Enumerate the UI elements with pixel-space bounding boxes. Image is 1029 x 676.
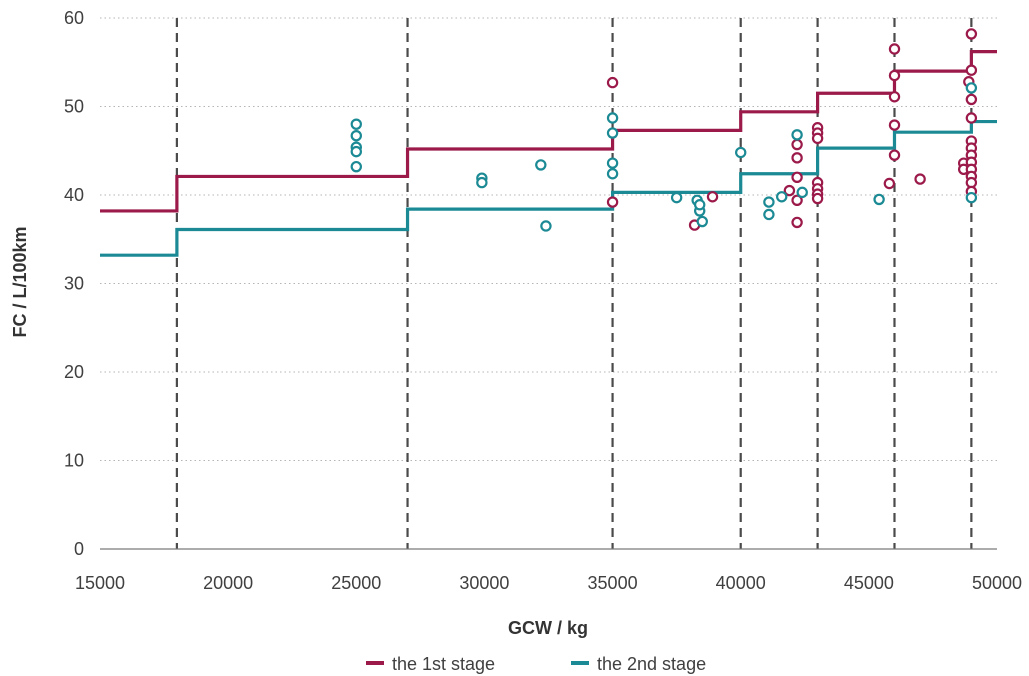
data-point-series-2	[735, 146, 747, 159]
tick-labels: 0 10 20 30 40 50 60 15000 20000 25000 30000 35000 40…	[64, 8, 1022, 593]
y-axis-title: FC / L/100km	[10, 226, 30, 337]
x-tick-label: 40000	[716, 573, 766, 593]
data-point-series-1	[606, 76, 619, 89]
data-point-series-1	[888, 69, 901, 82]
data-point-series-1	[783, 184, 796, 197]
legend-swatch-2nd-stage	[571, 661, 589, 665]
legend-item-2nd-stage: the 2nd stage	[571, 654, 706, 674]
x-tick-label: 20000	[203, 573, 253, 593]
data-point-series-1	[888, 149, 901, 161]
data-point-series-2	[350, 160, 362, 173]
data-point-series-2	[696, 215, 708, 228]
x-tick-label: 25000	[331, 573, 381, 593]
data-point-series-2	[476, 176, 488, 189]
data-point-series-2	[694, 199, 706, 211]
data-point-series-2	[965, 191, 978, 204]
x-tick-label: 50000	[972, 573, 1022, 593]
data-point-series-2	[606, 127, 619, 139]
data-point-series-1	[888, 91, 901, 103]
x-tick-label: 15000	[75, 573, 125, 593]
data-point-series-2	[965, 82, 978, 94]
data-point-series-2	[791, 129, 803, 141]
limit-step-lines	[100, 50, 997, 257]
data-point-series-2	[606, 112, 619, 124]
limit-step-line-1	[100, 50, 997, 213]
data-point-series-1	[888, 43, 901, 55]
data-points	[350, 28, 978, 232]
data-point-series-2	[763, 196, 775, 208]
data-point-series-1	[965, 93, 978, 106]
class-boundary-lines	[175, 18, 973, 549]
x-axis-title: GCW / kg	[508, 618, 588, 638]
data-point-series-1	[965, 28, 978, 40]
data-point-series-1	[965, 112, 978, 124]
data-point-series-1	[791, 194, 803, 207]
data-point-series-2	[540, 220, 552, 232]
y-tick-label: 60	[64, 8, 84, 28]
x-tick-label: 35000	[588, 573, 638, 593]
data-point-series-1	[888, 119, 901, 131]
y-tick-label: 0	[74, 539, 84, 559]
data-point-series-2	[350, 118, 362, 130]
legend-label-1st-stage: the 1st stage	[392, 654, 495, 674]
data-point-series-2	[776, 191, 788, 203]
y-tick-label: 40	[64, 185, 84, 205]
data-point-series-1	[965, 64, 978, 76]
data-point-series-2	[763, 208, 775, 221]
grid-lines	[100, 17, 997, 461]
x-tick-label: 30000	[459, 573, 509, 593]
y-tick-label: 30	[64, 274, 84, 294]
data-point-series-2	[873, 193, 885, 206]
legend-label-2nd-stage: the 2nd stage	[597, 654, 706, 674]
data-point-series-1	[706, 191, 719, 203]
data-point-series-2	[606, 168, 619, 180]
data-point-series-2	[670, 191, 683, 204]
data-point-series-1	[791, 171, 803, 183]
data-point-series-1	[791, 152, 803, 164]
data-point-series-2	[535, 159, 547, 171]
legend-item-1st-stage: the 1st stage	[366, 654, 495, 674]
x-tick-label: 45000	[844, 573, 894, 593]
data-point-series-2	[350, 145, 362, 158]
y-tick-label: 20	[64, 362, 84, 382]
data-point-series-1	[883, 177, 896, 190]
data-point-series-1	[791, 216, 803, 229]
y-tick-label: 10	[64, 451, 84, 471]
data-point-series-1	[811, 132, 824, 145]
data-point-series-2	[796, 186, 808, 199]
data-point-series-1	[914, 173, 926, 185]
data-point-series-2	[606, 157, 619, 169]
data-point-series-1	[606, 196, 619, 208]
y-tick-label: 50	[64, 97, 84, 117]
data-point-series-1	[791, 138, 803, 151]
legend-swatch-1st-stage	[366, 661, 384, 665]
data-point-series-2	[350, 130, 362, 142]
limit-step-line-2	[100, 119, 997, 257]
legend: the 1st stage the 2nd stage	[366, 654, 706, 674]
data-point-series-1	[811, 192, 824, 205]
